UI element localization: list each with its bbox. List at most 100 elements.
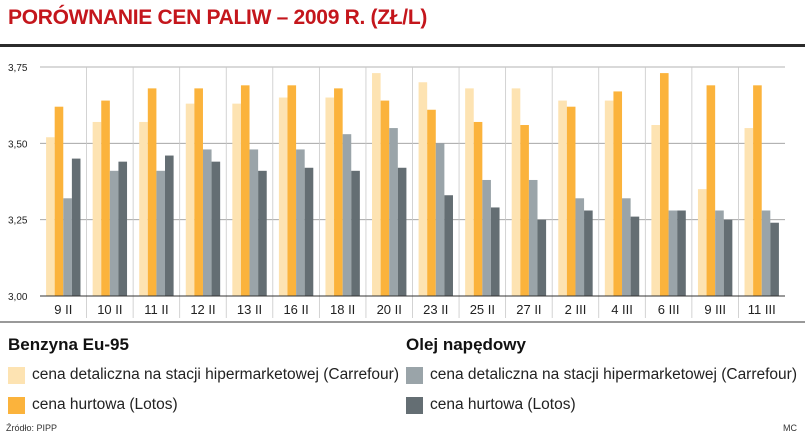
bar-benzyna-hurt [753, 85, 762, 296]
bar-olej-hurt [71, 158, 81, 296]
bar-olej-detal [715, 210, 724, 296]
bar-benzyna-detal [604, 100, 614, 296]
bar-benzyna-hurt [706, 85, 716, 296]
fuel-price-bar-chart: 3,00 3,25 3,50 3,75 9 II 10 II 11 II 12 II 13 II… [0, 63, 805, 323]
bar-olej-hurt [770, 222, 779, 296]
bar-olej-detal [482, 179, 491, 296]
bar-olej-detal [389, 128, 398, 296]
legend-item-benzyna-detal: cena detaliczna na stacji hipermarketowe… [8, 366, 399, 384]
grid-layer [40, 66, 785, 318]
legend-label-benzyna-hurt: cena hurtowa (Lotos) [32, 396, 178, 413]
bar-olej-hurt [490, 207, 500, 296]
x-tick-label: 6 III [658, 302, 680, 317]
bar-benzyna-detal [697, 189, 707, 296]
bar-olej-detal [435, 143, 445, 296]
bar-olej-detal [668, 210, 678, 296]
bar-olej-detal [575, 198, 585, 296]
bar-benzyna-hurt [101, 100, 110, 296]
bar-olej-detal [342, 134, 352, 296]
bar-layer [46, 73, 779, 297]
bar-olej-hurt [537, 219, 547, 296]
bar-olej-hurt [584, 210, 593, 296]
bar-benzyna-hurt [287, 85, 297, 296]
bar-benzyna-detal [46, 137, 55, 296]
bar-benzyna-detal [465, 88, 474, 296]
bar-benzyna-detal [185, 103, 195, 296]
bar-benzyna-hurt [473, 121, 483, 297]
x-tick-label: 2 III [565, 302, 587, 317]
bar-benzyna-hurt [334, 88, 343, 296]
bar-benzyna-detal [139, 121, 148, 297]
x-tick-label: 11 III [748, 302, 776, 317]
legend-group1-title: Benzyna Eu-95 [8, 335, 129, 354]
x-tick-label: 18 II [330, 302, 355, 317]
author-initials: MC [783, 423, 797, 433]
legend-item-benzyna-hurt: cena hurtowa (Lotos) [8, 396, 178, 414]
bar-benzyna-hurt [54, 106, 64, 297]
bar-benzyna-hurt [427, 109, 436, 296]
bar-benzyna-hurt [240, 85, 250, 296]
y-tick-label: 3,00 [8, 292, 28, 303]
x-tick-label: 25 II [470, 302, 495, 317]
source-note: Źródło: PIPP [6, 423, 58, 433]
bar-benzyna-detal [372, 73, 381, 297]
legend-swatch-olej-detal [406, 366, 423, 384]
bar-benzyna-detal [232, 103, 241, 296]
x-tick-label: 20 II [377, 302, 402, 317]
x-tick-label: 10 II [97, 302, 122, 317]
bar-benzyna-hurt [520, 125, 529, 296]
bar-olej-hurt [351, 170, 360, 296]
bar-benzyna-hurt [566, 106, 576, 297]
bar-benzyna-hurt [194, 88, 203, 296]
legend-item-olej-hurt: cena hurtowa (Lotos) [406, 396, 576, 414]
y-tick-label: 3,50 [8, 139, 28, 150]
bar-benzyna-detal [558, 100, 567, 296]
legend-swatch-benzyna-hurt [8, 396, 25, 414]
bar-olej-hurt [677, 210, 686, 296]
bar-olej-hurt [444, 195, 453, 296]
bar-olej-detal [622, 198, 631, 296]
x-tick-label: 4 III [611, 302, 633, 317]
x-tick-label: 13 II [237, 302, 262, 317]
bar-benzyna-detal [511, 88, 521, 296]
bar-benzyna-detal [278, 97, 288, 297]
x-tick-label: 12 II [190, 302, 215, 317]
legend-label-olej-detal: cena detaliczna na stacji hipermarketowe… [430, 366, 797, 383]
bar-olej-detal [156, 170, 166, 296]
bar-olej-detal [296, 149, 305, 296]
bar-olej-detal [202, 149, 212, 296]
y-tick-label: 3,75 [8, 63, 28, 74]
bar-benzyna-detal [418, 82, 428, 297]
bar-olej-hurt [397, 167, 407, 296]
bar-benzyna-detal [92, 121, 102, 297]
legend-item-olej-detal: cena detaliczna na stacji hipermarketowe… [406, 366, 797, 384]
bar-olej-hurt [165, 155, 174, 296]
bar-benzyna-detal [325, 97, 335, 297]
bar-benzyna-detal [651, 125, 660, 296]
bar-olej-detal [249, 149, 259, 296]
legend-label-benzyna-detal: cena detaliczna na stacji hipermarketowe… [32, 366, 399, 383]
legend-swatch-benzyna-detal [8, 366, 25, 384]
bar-olej-detal [761, 210, 771, 296]
y-tick-label: 3,25 [8, 216, 28, 227]
bar-olej-detal [528, 179, 538, 296]
title-divider [0, 44, 805, 47]
bar-benzyna-hurt [659, 73, 669, 297]
bar-benzyna-detal [744, 128, 754, 296]
axis-layer: 3,00 3,25 3,50 3,75 9 II 10 II 11 II 12 II 13 II… [0, 63, 805, 323]
legend-swatch-olej-hurt [406, 396, 423, 414]
bar-olej-hurt [630, 216, 640, 296]
bar-olej-hurt [304, 167, 314, 296]
x-tick-label: 9 III [704, 302, 726, 317]
bar-olej-hurt [258, 170, 267, 296]
legend-group2-title: Olej napędowy [406, 335, 526, 354]
bar-olej-detal [63, 198, 72, 296]
bar-benzyna-hurt [147, 88, 157, 296]
legend-label-olej-hurt: cena hurtowa (Lotos) [430, 396, 576, 413]
bar-olej-detal [109, 170, 119, 296]
x-tick-label: 11 II [144, 302, 168, 317]
x-tick-label: 27 II [516, 302, 541, 317]
x-tick-label: 16 II [283, 302, 308, 317]
page-title: PORÓWNANIE CEN PALIW – 2009 R. (ZŁ/L) [8, 6, 428, 29]
bar-olej-hurt [118, 161, 128, 296]
